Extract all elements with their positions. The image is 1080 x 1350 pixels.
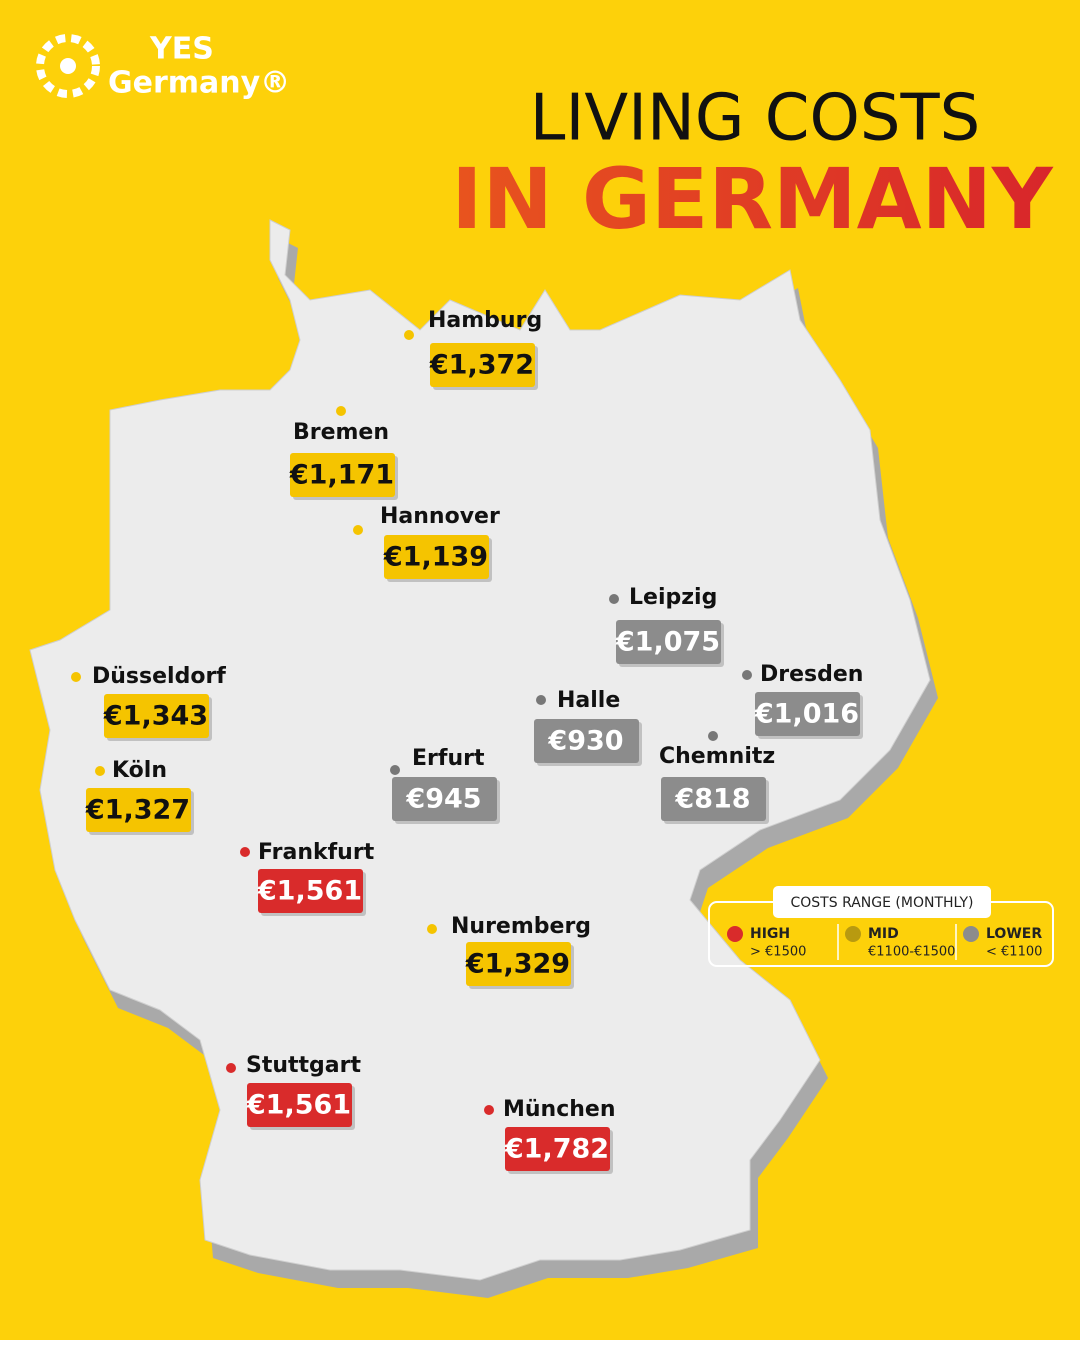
- city-name: Stuttgart: [246, 1053, 362, 1078]
- price: €1,343: [103, 701, 208, 732]
- price-box: [466, 942, 571, 986]
- legend: COSTS RANGE (MONTHLY) HIGH > €1500 MID €110…: [708, 886, 1054, 967]
- city: Chemnitz €818: [659, 731, 775, 824]
- price-box: [104, 694, 209, 738]
- brand-top: YES: [149, 32, 214, 67]
- price: €818: [674, 784, 750, 815]
- city-name: Köln: [112, 758, 167, 783]
- legend-range: €1100-€1500: [868, 945, 955, 960]
- legend-label: MID: [868, 926, 899, 942]
- price-box: [86, 788, 191, 832]
- city-dot: [484, 1105, 494, 1115]
- price: €1,561: [246, 1090, 351, 1121]
- price-box: [247, 1083, 352, 1127]
- price-box: [755, 692, 860, 736]
- legend-swatch: [845, 926, 861, 942]
- city: Düsseldorf €1,343: [71, 664, 226, 741]
- price-box: [616, 620, 721, 664]
- price-box: [534, 719, 639, 763]
- price: €1,782: [504, 1134, 609, 1165]
- city-dot: [226, 1063, 236, 1073]
- price-box: [505, 1127, 610, 1171]
- price: €1,372: [429, 350, 534, 381]
- title-line1: LIVING COSTS: [530, 82, 980, 156]
- city: Erfurt €945: [390, 746, 500, 824]
- price: €1,075: [615, 627, 720, 658]
- city-dot: [95, 766, 105, 776]
- brand-bottom: Germany®: [108, 66, 290, 101]
- city-name: Hannover: [380, 504, 500, 529]
- city-dot: [71, 672, 81, 682]
- price: €1,329: [465, 949, 570, 980]
- city-name: Erfurt: [412, 746, 485, 771]
- price-box: [430, 343, 535, 387]
- city-dot: [390, 765, 400, 775]
- city-dot: [336, 406, 346, 416]
- price-box: [290, 453, 395, 497]
- price-box: [661, 777, 766, 821]
- city-name: Bremen: [293, 420, 389, 445]
- bottom-strip: [0, 1340, 1080, 1350]
- city-dot: [708, 731, 718, 741]
- price: €945: [405, 784, 481, 815]
- city-name: Frankfurt: [258, 840, 375, 865]
- city-dot: [240, 847, 250, 857]
- map: [29, 219, 938, 1298]
- logo: YES Germany®: [36, 32, 290, 101]
- city: Leipzig €1,075: [609, 585, 724, 667]
- price-box: [384, 535, 489, 579]
- city: Nuremberg €1,329: [427, 914, 591, 989]
- legend-swatch: [727, 926, 743, 942]
- price: €1,561: [257, 876, 362, 907]
- city: Hannover €1,139: [353, 504, 500, 582]
- legend-title: COSTS RANGE (MONTHLY): [791, 895, 974, 911]
- legend-range: < €1100: [986, 945, 1042, 960]
- city-name: Leipzig: [629, 585, 717, 610]
- city-dot: [404, 330, 414, 340]
- city: Frankfurt €1,561: [240, 840, 375, 916]
- price: €1,327: [85, 795, 190, 826]
- price: €1,016: [754, 699, 859, 730]
- city-name: Hamburg: [428, 308, 542, 333]
- price: €1,171: [289, 460, 394, 491]
- city-name: Chemnitz: [659, 744, 775, 769]
- city-name: München: [503, 1097, 616, 1122]
- city-dot: [536, 695, 546, 705]
- title-line2: IN GERMANY: [451, 150, 1054, 248]
- legend-range: > €1500: [750, 945, 806, 960]
- city-dot: [427, 924, 437, 934]
- city: Köln €1,327: [85, 758, 194, 835]
- city: Bremen €1,171: [289, 406, 398, 500]
- city: Halle €930: [534, 688, 642, 766]
- price: €1,139: [383, 542, 488, 573]
- city-dot: [609, 594, 619, 604]
- price: €930: [547, 726, 623, 757]
- city: Dresden €1,016: [742, 662, 863, 739]
- city-name: Nuremberg: [451, 914, 591, 939]
- city-name: Düsseldorf: [92, 664, 226, 689]
- legend-swatch: [963, 926, 979, 942]
- city-dot: [353, 525, 363, 535]
- legend-label: HIGH: [750, 926, 790, 942]
- legend-label: LOWER: [986, 926, 1042, 942]
- city: Hamburg €1,372: [404, 308, 542, 390]
- city: Stuttgart €1,561: [226, 1053, 362, 1130]
- city-name: Halle: [557, 688, 620, 713]
- city-dot: [742, 670, 752, 680]
- price-box: [258, 869, 363, 913]
- city-name: Dresden: [760, 662, 863, 687]
- price-box: [392, 777, 497, 821]
- city: München €1,782: [484, 1097, 616, 1174]
